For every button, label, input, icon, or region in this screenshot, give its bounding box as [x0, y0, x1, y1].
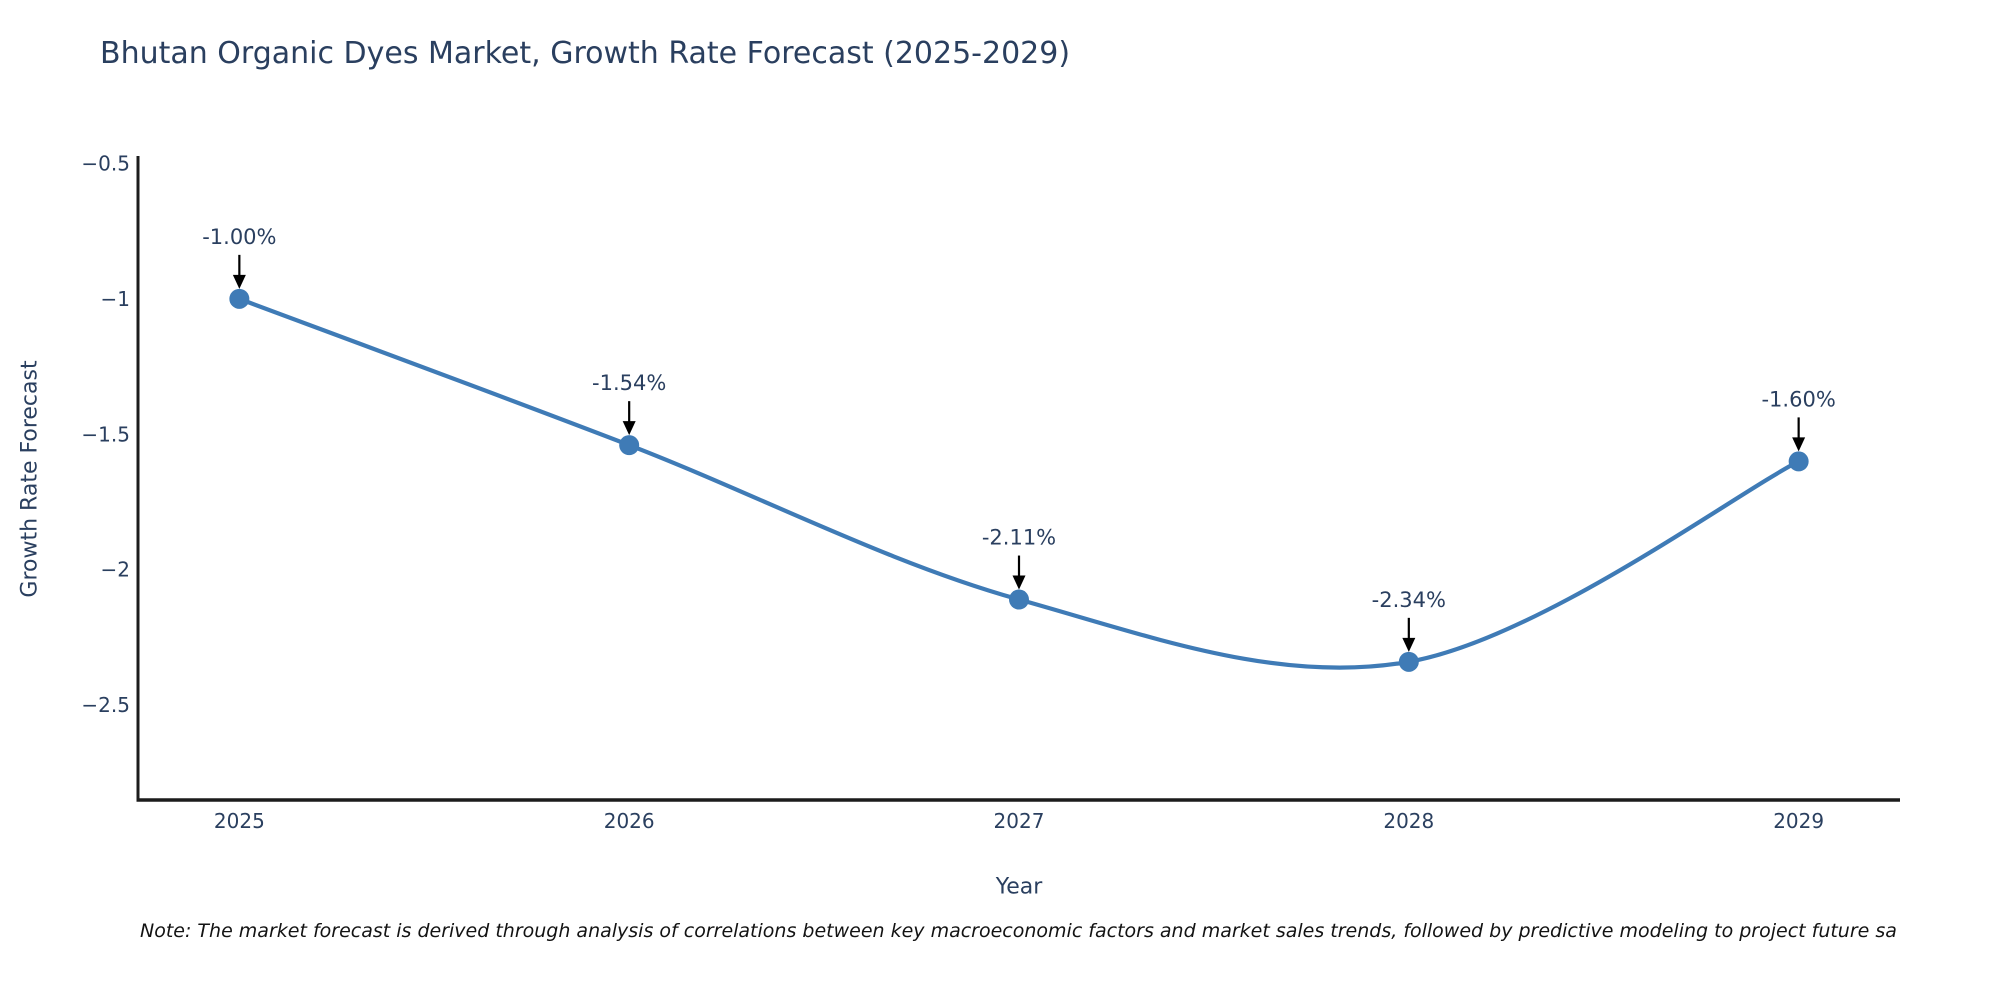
- y-tick-label: −2.5: [81, 693, 130, 717]
- annotation-arrowhead: [1012, 575, 1026, 590]
- x-tick-label: 2026: [604, 809, 655, 833]
- point-annotation-label: -1.60%: [1761, 387, 1835, 411]
- data-point-2027[interactable]: [1009, 589, 1029, 610]
- annotation-arrowhead: [622, 421, 636, 436]
- y-tick-label: −0.5: [81, 151, 130, 175]
- x-tick-label: 2028: [1383, 809, 1434, 833]
- point-annotation-label: -1.54%: [592, 371, 666, 395]
- chart-title: Bhutan Organic Dyes Market, Growth Rate …: [100, 36, 1071, 71]
- x-tick-label: 2027: [994, 809, 1045, 833]
- y-tick-label: −1: [101, 287, 130, 311]
- forecast-line: [237, 296, 1801, 670]
- annotation-arrowhead: [232, 274, 246, 289]
- data-point-2028[interactable]: [1398, 651, 1419, 672]
- y-axis-title: Growth Rate Forecast: [17, 360, 43, 598]
- annotation-arrowhead: [1792, 437, 1806, 452]
- footnote: Note: The market forecast is derived thr…: [140, 920, 1897, 942]
- x-tick-label: 2025: [214, 809, 265, 833]
- point-annotation-label: -1.00%: [202, 225, 276, 249]
- x-tick-label: 2029: [1773, 809, 1824, 833]
- y-tick-label: −1.5: [81, 422, 130, 446]
- y-tick-label: −2: [101, 558, 130, 582]
- annotation-arrowhead: [1402, 637, 1416, 652]
- x-axis-title: Year: [995, 874, 1043, 900]
- data-point-2029[interactable]: [1788, 451, 1809, 472]
- point-annotation-label: -2.11%: [982, 526, 1056, 550]
- data-point-2026[interactable]: [619, 435, 640, 456]
- data-point-2025[interactable]: [229, 288, 250, 309]
- point-annotation-label: -2.34%: [1372, 588, 1446, 612]
